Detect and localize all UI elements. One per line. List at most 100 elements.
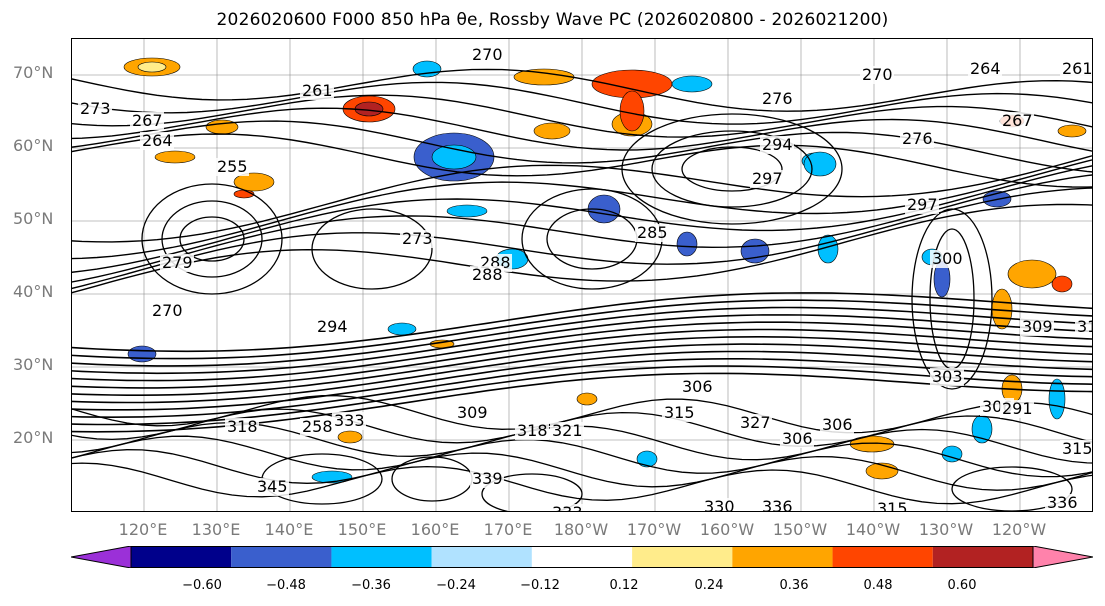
contour-label-bg (332, 412, 366, 430)
contour-label: 318 (517, 421, 548, 440)
lon-label-160w: 160°W (699, 520, 755, 539)
contour-label: 315 (877, 499, 908, 512)
contour-label: 276 (762, 89, 793, 108)
anomaly-blob (233, 172, 275, 192)
contour-label-bg (900, 130, 934, 148)
chart-title: 2026020600 F000 850 hPa θe, Rossby Wave … (216, 10, 889, 30)
contour-label-bg (905, 196, 939, 214)
lat-label-30n: 30°N (13, 355, 54, 374)
contour-label: 306 (822, 415, 853, 434)
contour-label-bg (1000, 400, 1034, 418)
contour-loop (141, 183, 283, 295)
contour-label-bg (300, 418, 334, 436)
contour-label-bg (635, 224, 669, 242)
colorbar-tick: −0.60 (182, 578, 222, 593)
contour-label: 273 (402, 229, 433, 248)
anomaly-blob (676, 231, 698, 257)
contour-label-bg (455, 404, 489, 422)
contour-loop (911, 208, 993, 390)
contour-label: 258 (302, 417, 333, 436)
contour-label-bg (738, 414, 772, 432)
lon-label-160e: 160°E (410, 520, 460, 539)
contour-label-bg (680, 378, 714, 396)
contour-line (72, 314, 1092, 375)
colorbar-segment (131, 546, 232, 568)
contour-label: 264 (142, 131, 173, 150)
anomaly-blob (1048, 378, 1066, 420)
contour-label: 264 (970, 59, 1001, 78)
contour-label-bg (1045, 494, 1079, 511)
lat-label-50n: 50°N (13, 209, 54, 228)
contour-line (72, 321, 1092, 382)
colorbar-tick: 0.60 (947, 578, 977, 593)
contour-label-bg (1000, 112, 1034, 130)
contour-label: 345 (257, 477, 288, 496)
contour-label-bg (300, 82, 334, 100)
contour-loop (621, 113, 843, 225)
contour-label: 309 (1022, 317, 1053, 336)
contour-label-bg (1060, 440, 1092, 458)
contour-label-bg (760, 136, 794, 154)
contour-label: 270 (862, 65, 893, 84)
colorbar-segment (331, 546, 432, 568)
colorbar-segment (531, 546, 633, 568)
contour-label: 321 (552, 421, 583, 440)
lon-label-140w: 140°W (845, 520, 901, 539)
lon-label-120w: 120°W (991, 520, 1047, 539)
contour-label-bg (400, 230, 434, 248)
contour-label: 291 (1002, 399, 1033, 418)
lon-label-150w: 150°W (772, 520, 828, 539)
contour-loop (651, 130, 813, 208)
contour-label-bg (860, 66, 894, 84)
contour-label: 297 (752, 169, 783, 188)
contour-label-bg (1020, 318, 1054, 336)
contour-label: 333 (552, 503, 583, 512)
contour-label: 294 (762, 135, 793, 154)
contour-label-bg (1060, 60, 1092, 78)
lon-label-140e: 140°E (264, 520, 314, 539)
contour-label: 297 (907, 195, 938, 214)
contour-label-bg (930, 368, 964, 386)
contour-label: 285 (637, 223, 668, 242)
contour-line (72, 155, 1092, 243)
contour-line (72, 306, 1092, 367)
contour-label-bg (1075, 318, 1092, 336)
lon-label-170w: 170°W (626, 520, 682, 539)
colorbar-segment (732, 546, 833, 568)
contour-loop (681, 146, 783, 192)
anomaly-blob (1007, 259, 1057, 289)
lat-label-40n: 40°N (13, 282, 54, 301)
contour-label: 267 (132, 111, 163, 130)
contour-line (72, 203, 1092, 294)
contour-label-bg (550, 504, 584, 511)
contour-label: 288 (472, 265, 503, 284)
colorbar-segment (231, 546, 332, 568)
contour-line (72, 350, 1092, 411)
contour-label: 309 (457, 403, 488, 422)
contour-label: 294 (317, 317, 348, 336)
contour-label: 327 (740, 413, 771, 432)
anomaly-blob (137, 61, 167, 73)
contour-line (72, 435, 1092, 478)
anomaly-blob (154, 150, 196, 164)
lon-label-120e: 120°E (118, 520, 168, 539)
contour-label: 306 (782, 429, 813, 448)
contour-label-bg (470, 266, 504, 284)
contour-label-bg (225, 418, 259, 436)
contour-line (72, 94, 1092, 138)
contour-label: 306 (682, 377, 713, 396)
contour-line (72, 133, 1092, 188)
contour-label-bg (702, 498, 736, 511)
contour-label: 336 (1047, 493, 1078, 512)
contour-line (72, 68, 1092, 112)
contour-line (72, 187, 1092, 290)
colorbar-tick: 0.36 (779, 578, 809, 593)
contour-label: 270 (152, 301, 183, 320)
contour-label-bg (255, 478, 289, 496)
contour-loop (179, 216, 245, 262)
contour-label-bg (315, 318, 349, 336)
contour-line (72, 107, 1092, 152)
contour-label: 279 (162, 253, 193, 272)
contour-label-bg (515, 422, 549, 440)
anomaly-blob (127, 345, 157, 363)
